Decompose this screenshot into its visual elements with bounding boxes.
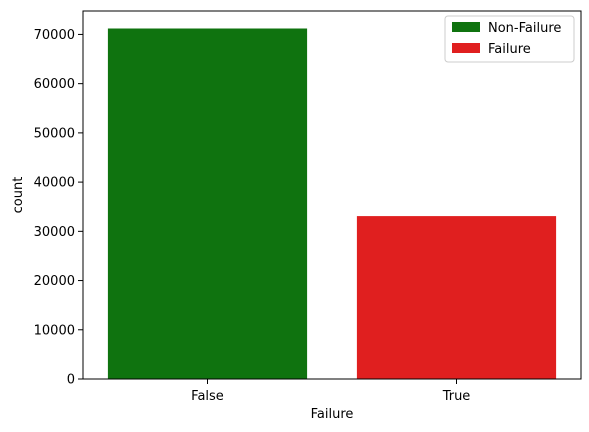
legend-swatch-non-failure: [452, 22, 480, 32]
y-tick-label: 20000: [34, 274, 75, 289]
bars-group: [107, 28, 557, 379]
y-axis-label: count: [11, 177, 26, 214]
x-tick-label-true: True: [442, 389, 471, 404]
y-tick-label: 50000: [34, 126, 75, 141]
bar-true: [356, 216, 557, 379]
bar-false: [107, 28, 308, 379]
x-axis: False True: [191, 379, 470, 404]
y-tick-label: 0: [67, 373, 75, 388]
x-tick-label-false: False: [191, 389, 224, 404]
y-tick-label: 30000: [34, 225, 75, 240]
y-tick-label: 10000: [34, 323, 75, 338]
y-tick-label: 60000: [34, 77, 75, 92]
y-tick-label: 40000: [34, 176, 75, 191]
legend-label-non-failure: Non-Failure: [488, 21, 561, 36]
y-tick-label: 70000: [34, 28, 75, 43]
x-axis-label: Failure: [311, 407, 354, 422]
legend-swatch-failure: [452, 43, 480, 53]
y-axis: 0 10000 20000 30000 40000 50000 60000 70000: [34, 28, 83, 388]
plot-area-frame: [82, 10, 582, 380]
legend: Non-Failure Failure: [444, 15, 575, 63]
legend-label-failure: Failure: [488, 42, 531, 57]
